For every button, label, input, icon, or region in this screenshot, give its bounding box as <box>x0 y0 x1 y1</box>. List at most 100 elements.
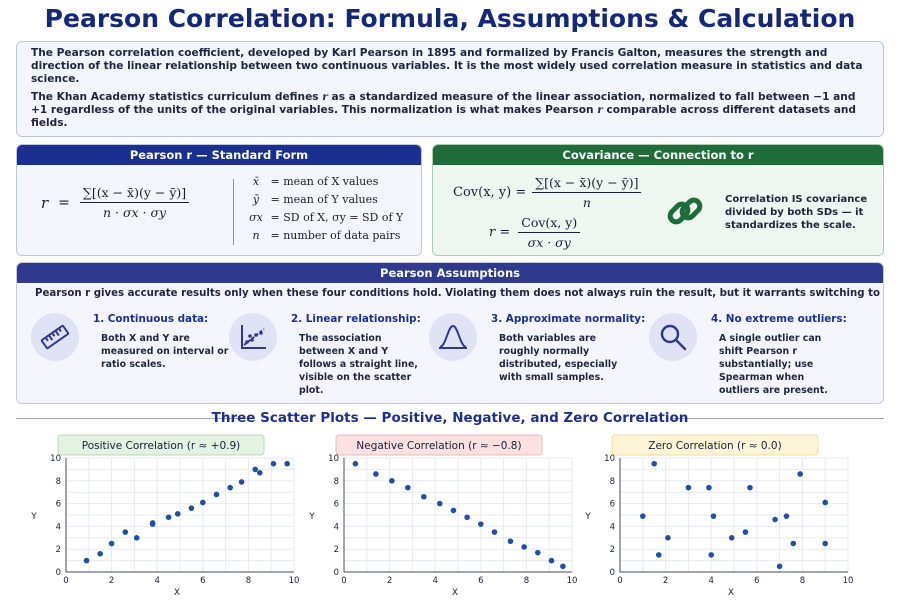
data-point <box>133 535 140 541</box>
y-tick-label: 0 <box>334 568 339 578</box>
y-tick-label: 8 <box>334 477 339 487</box>
data-point <box>188 505 195 511</box>
covariance-note: Correlation IS covariance divided by bot… <box>725 194 868 231</box>
data-point <box>665 535 671 541</box>
data-point <box>122 529 129 535</box>
x-tick-label: 10 <box>289 576 300 586</box>
formula-lhs: r <box>41 193 49 212</box>
y-axis-label: Y <box>308 512 315 522</box>
x-tick-label: 4 <box>154 576 159 586</box>
x-tick-label: 10 <box>843 576 854 586</box>
data-point <box>174 511 181 517</box>
x-tick-label: 2 <box>109 576 114 586</box>
covariance-formula: Cov(x, y) = ∑[(x − x̄)(y − ȳ)] n <box>453 175 642 210</box>
formula-denominator: n · σx · σy <box>102 205 167 220</box>
covariance-numerator: ∑[(x − x̄)(y − ȳ)] <box>532 175 642 193</box>
x-tick-label: 4 <box>432 576 437 586</box>
data-point <box>200 499 206 506</box>
data-point <box>710 513 717 519</box>
definition-symbol: n <box>252 229 260 242</box>
assumption-title: 3. Approximate normality: <box>491 313 646 325</box>
covariance-panel-header: Covariance — Connection to r <box>433 145 883 165</box>
x-tick-label: 0 <box>341 576 346 586</box>
assumption-text: Both X and Y are measured on interval or… <box>101 333 229 370</box>
data-point <box>373 471 379 477</box>
data-point <box>352 460 359 467</box>
data-point <box>822 540 828 547</box>
data-point <box>742 529 749 535</box>
scatter-chart-positive: Positive Correlation (r ≈ +0.9) 0 2 4 6 8 10 0 2… <box>22 434 302 600</box>
r-fraction: Cov(x, y) σx · σy <box>518 215 581 250</box>
assumption-card: 4. No extreme outliers: A single outlier… <box>649 313 859 399</box>
data-point <box>507 538 514 545</box>
x-tick-label: 10 <box>567 576 578 586</box>
intro-paragraph-1: The Pearson correlation coefficient, dev… <box>31 47 863 86</box>
y-tick-label: 4 <box>610 522 615 532</box>
data-point <box>706 484 712 491</box>
data-point <box>238 479 245 485</box>
y-tick-label: 4 <box>334 522 339 532</box>
assumption-text: The association between X and Y follows … <box>299 333 418 396</box>
assumption-card: 1. Continuous data: Both X and Y are mea… <box>31 313 241 399</box>
assumptions-header: Pearson Assumptions <box>17 263 883 283</box>
chart-title-box <box>335 434 543 456</box>
r-from-covariance-formula: r = Cov(x, y) σx · σy <box>489 215 581 250</box>
data-point <box>83 557 90 564</box>
formula-panel: Pearson r — Standard Form r = ∑[(x − x̄)… <box>16 144 422 256</box>
data-point <box>97 550 103 557</box>
ruler-icon <box>31 313 79 361</box>
assumption-title: 1. Continuous data: <box>93 313 209 325</box>
definition-text: = mean of X values <box>270 175 379 188</box>
x-tick-label: 4 <box>708 576 713 586</box>
data-point <box>747 484 753 491</box>
x-tick-label: 6 <box>478 576 483 586</box>
data-point <box>491 529 498 535</box>
data-point <box>270 460 277 467</box>
data-point <box>655 552 662 558</box>
data-point <box>651 460 657 467</box>
assumptions-intro: Pearson r gives accurate results only wh… <box>35 288 883 299</box>
data-point <box>464 514 470 521</box>
covariance-lhs: Cov(x, y) = <box>453 185 527 200</box>
assumption-text: Both variables are roughly normally dist… <box>499 333 618 383</box>
x-axis-label: X <box>452 588 458 598</box>
intro-text: The Khan Academy statistics curriculum d… <box>31 90 323 103</box>
assumption-text: A single outlier can shift Pearson r sub… <box>719 333 828 396</box>
intro-r-symbol: r <box>597 103 603 116</box>
data-point <box>213 491 220 498</box>
chart-title-box <box>57 434 265 456</box>
data-point <box>165 514 172 521</box>
data-point <box>728 535 735 541</box>
equals-sign: = <box>58 194 70 211</box>
scatter-chart-zero: Zero Correlation (r ≈ 0.0) 0 2 4 6 8 10 0 2 4 6 8 10… <box>576 434 856 600</box>
formula-divider <box>233 179 234 245</box>
link-icon <box>667 197 703 225</box>
definition-row: ȳ = mean of Y values <box>245 191 403 209</box>
y-axis-label: Y <box>30 512 37 522</box>
data-point <box>790 540 797 547</box>
definition-text: = SD of X, σy = SD of Y <box>270 211 404 224</box>
data-point <box>450 507 457 514</box>
section-rule-left <box>16 418 238 419</box>
data-point <box>776 563 783 570</box>
chart-title: Negative Correlation (r ≈ −0.8) <box>356 440 521 452</box>
y-tick-label: 2 <box>334 545 339 555</box>
data-point <box>640 513 646 519</box>
data-point <box>389 478 395 484</box>
data-point <box>227 484 233 491</box>
scatter-chart-negative: Negative Correlation (r ≈ −0.8) 0 2 4 6 8 10 0 2… <box>300 434 580 600</box>
definition-row: x̄ = mean of X values <box>245 173 403 191</box>
y-tick-label: 6 <box>334 500 339 510</box>
assumption-card: 3. Approximate normality: Both variables… <box>429 313 645 399</box>
r-denominator: σx · σy <box>527 235 571 250</box>
covariance-fraction: ∑[(x − x̄)(y − ȳ)] n <box>532 175 642 210</box>
formula-fraction: ∑[(x − x̄)(y − ȳ)] n · σx · σy <box>79 185 190 220</box>
chart-title: Zero Correlation (r ≈ 0.0) <box>648 440 781 452</box>
definition-symbol: σx <box>249 211 263 224</box>
y-tick-label: 10 <box>50 454 61 464</box>
x-tick-label: 8 <box>800 576 805 586</box>
data-point <box>560 563 566 570</box>
x-tick-label: 8 <box>246 576 251 586</box>
y-tick-label: 0 <box>610 568 615 578</box>
assumption-card: 2. Linear relationship: The association … <box>229 313 439 399</box>
